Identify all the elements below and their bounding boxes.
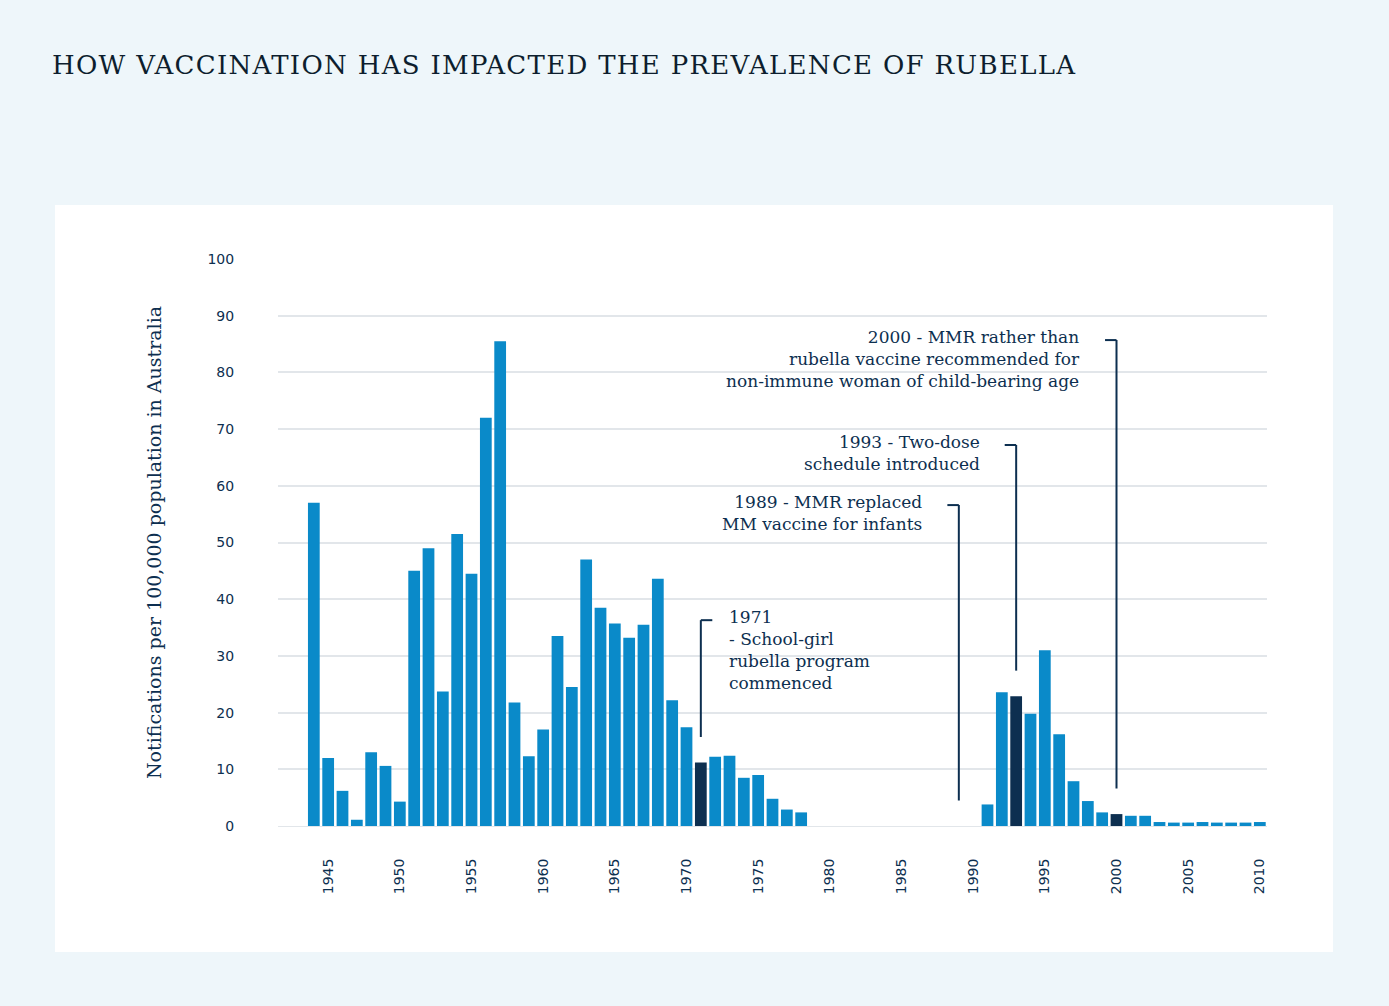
svg-text:1960: 1960 xyxy=(535,859,551,895)
svg-text:40: 40 xyxy=(216,591,234,607)
svg-text:1965: 1965 xyxy=(606,859,622,895)
svg-text:1970: 1970 xyxy=(678,859,694,895)
svg-text:60: 60 xyxy=(216,478,234,494)
svg-text:1980: 1980 xyxy=(821,859,837,895)
html-text:HOW VACCINATION HAS IMPACTED T: HOW VACCINATION HAS IMPACTED THE PREVALE… xyxy=(52,50,1077,80)
svg-text:10: 10 xyxy=(216,761,234,777)
svg-text:80: 80 xyxy=(216,364,234,380)
svg-text:2000: 2000 xyxy=(1108,859,1124,895)
svg-text:1950: 1950 xyxy=(391,859,407,895)
svg-text:0: 0 xyxy=(225,818,234,834)
svg-text:2005: 2005 xyxy=(1180,859,1196,895)
svg-text:50: 50 xyxy=(216,534,234,550)
svg-text:2000 - MMR rather thanrubella: 2000 - MMR rather thanrubella vaccine re… xyxy=(726,327,1080,391)
svg-text:20: 20 xyxy=(216,705,234,721)
svg-text:90: 90 xyxy=(216,308,234,324)
svg-text:100: 100 xyxy=(207,251,234,267)
svg-text:70: 70 xyxy=(216,421,234,437)
svg-text:1955: 1955 xyxy=(463,859,479,895)
svg-text:1995: 1995 xyxy=(1036,859,1052,895)
svg-text:30: 30 xyxy=(216,648,234,664)
svg-text:1993 - Two-doseschedule introd: 1993 - Two-doseschedule introduced xyxy=(804,432,980,474)
svg-text:1990: 1990 xyxy=(965,859,981,895)
svg-text:2010: 2010 xyxy=(1251,859,1267,895)
svg-text:Notifications per 100,000 popu: Notifications per 100,000 population in … xyxy=(143,306,165,779)
svg-text:1985: 1985 xyxy=(893,859,909,895)
svg-text:1975: 1975 xyxy=(750,859,766,895)
svg-text:1989 - MMR replacedMM vaccine: 1989 - MMR replacedMM vaccine for infant… xyxy=(722,492,922,534)
svg-text:1971- School-girlrubella progr: 1971- School-girlrubella programcommence… xyxy=(729,607,870,693)
svg-text:1945: 1945 xyxy=(320,859,336,895)
